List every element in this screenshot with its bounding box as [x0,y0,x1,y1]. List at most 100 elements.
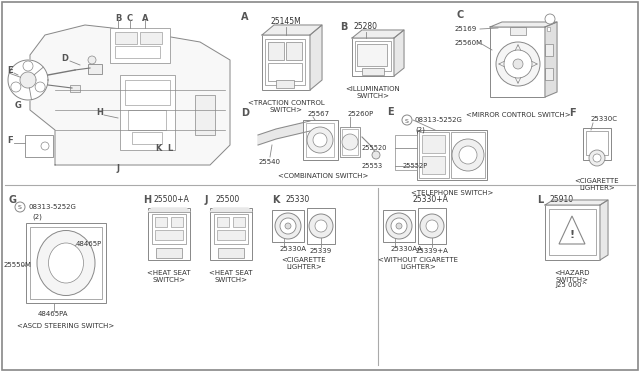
Circle shape [386,213,412,239]
Text: 25910: 25910 [550,195,574,204]
Text: A: A [141,14,148,23]
Text: B: B [115,14,121,23]
Circle shape [504,50,532,78]
Circle shape [307,127,333,153]
Bar [25,135,53,157]
Polygon shape [394,30,404,76]
Text: L: L [168,144,173,153]
Text: A: A [241,12,249,22]
Circle shape [309,214,333,238]
Text: J25 000^: J25 000^ [556,282,588,288]
Polygon shape [352,30,404,38]
Circle shape [452,139,484,171]
Text: J: J [116,164,120,173]
Bar [352,38,394,76]
Text: <HEAT SEAT
SWITCH>: <HEAT SEAT SWITCH> [209,270,253,283]
Text: (2): (2) [32,213,42,219]
Text: J: J [205,195,209,205]
Bar [307,208,335,244]
Text: 25280: 25280 [354,22,378,31]
Text: G: G [15,100,21,109]
Text: B: B [340,22,348,32]
Text: 25540: 25540 [259,159,281,165]
Circle shape [15,202,25,212]
Bar [50,253,64,263]
Text: 08313-5252G: 08313-5252G [415,117,463,123]
Text: 08313-5252G: 08313-5252G [28,204,76,210]
Polygon shape [545,22,557,97]
Bar [383,210,415,242]
Text: <COMBINATION SWITCH>: <COMBINATION SWITCH> [278,173,368,179]
Bar [56,271,76,279]
Bar [214,214,248,244]
Text: F: F [7,135,13,144]
Circle shape [426,220,438,232]
Circle shape [396,223,402,229]
Bar [422,135,445,153]
Bar [276,80,294,88]
Bar [272,210,304,242]
Circle shape [88,56,96,64]
Text: 25330A: 25330A [280,246,307,252]
Bar [268,42,284,60]
Bar [418,208,446,244]
Text: E: E [7,65,13,74]
Bar [210,208,252,260]
Polygon shape [148,208,190,212]
Polygon shape [310,25,322,90]
Circle shape [315,220,327,232]
Text: 48465PA: 48465PA [38,311,68,317]
Bar [362,68,384,75]
Bar [70,85,80,92]
Circle shape [593,154,601,162]
Text: 25260P: 25260P [348,111,374,117]
Circle shape [402,115,412,125]
Text: <MIRROR CONTROL SWITCH>: <MIRROR CONTROL SWITCH> [466,112,570,118]
Text: 25500+A: 25500+A [153,195,189,204]
Polygon shape [490,22,557,27]
Text: S: S [405,119,409,124]
Bar [549,209,596,255]
Bar [547,27,550,31]
Polygon shape [600,200,608,260]
Text: F: F [569,108,575,118]
Text: 25330C: 25330C [591,116,618,122]
Bar [340,127,360,157]
Circle shape [285,223,291,229]
Bar [110,28,170,63]
Circle shape [372,151,380,159]
Text: <CIGARETTE
LIGHTER>: <CIGARETTE LIGHTER> [282,257,326,270]
Circle shape [41,142,49,150]
Bar [125,80,170,105]
Bar [262,35,310,90]
Text: D: D [241,108,249,118]
Bar [265,39,305,85]
Ellipse shape [37,231,95,295]
Bar [115,32,137,44]
Text: <HAZARD
SWITCH>: <HAZARD SWITCH> [554,270,589,283]
Polygon shape [258,121,310,145]
Text: 25560M: 25560M [455,40,483,46]
Bar [355,41,391,71]
Text: 25169: 25169 [455,26,477,32]
Bar [115,46,160,58]
Text: S: S [18,205,22,209]
Text: <TELEPHONE SWITCH>: <TELEPHONE SWITCH> [411,190,493,196]
Text: 25550M: 25550M [4,262,32,268]
Bar [128,110,166,130]
Polygon shape [30,25,230,165]
Text: <HEAT SEAT
SWITCH>: <HEAT SEAT SWITCH> [147,270,191,283]
Bar [451,132,485,178]
Circle shape [391,218,407,234]
Circle shape [459,146,477,164]
Bar [171,217,183,227]
Text: K: K [155,144,161,153]
Bar [195,95,215,135]
Circle shape [313,133,327,147]
Text: 25552P: 25552P [403,163,428,169]
Bar [148,208,190,260]
Text: 25330+A: 25330+A [413,195,449,204]
Circle shape [275,213,301,239]
Text: (2): (2) [415,126,425,132]
Polygon shape [545,200,608,205]
